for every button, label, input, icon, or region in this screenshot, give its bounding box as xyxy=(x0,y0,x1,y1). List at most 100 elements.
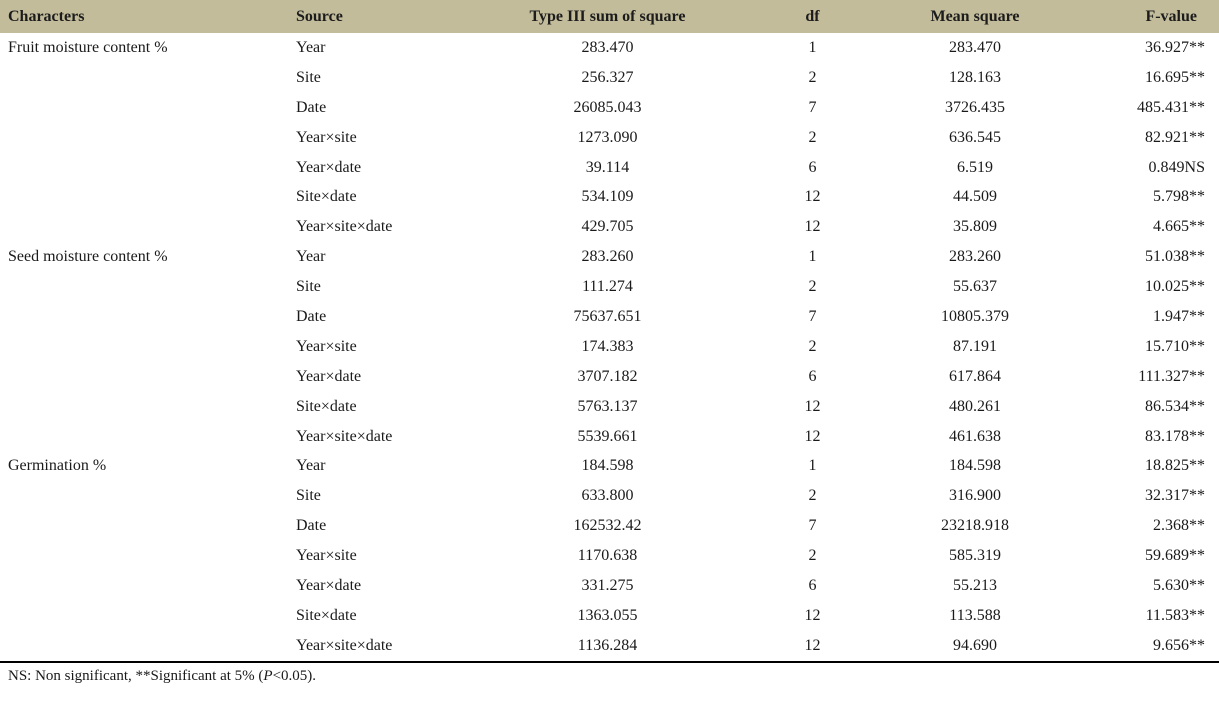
character-cell: Seed moisture content % xyxy=(8,248,168,266)
column-header-df: df xyxy=(760,0,865,33)
mean-square-cell: 585.319 xyxy=(949,547,1001,565)
source-cell: Date xyxy=(296,517,327,535)
sum-of-squares-cell: 534.109 xyxy=(581,188,634,206)
mean-square-cell: 87.191 xyxy=(953,337,997,355)
df-cell: 6 xyxy=(808,367,817,385)
sum-of-squares-cell: 5539.661 xyxy=(577,427,638,445)
f-value-cell: 59.689** xyxy=(1145,547,1205,565)
table-body: Fruit moisture content % Year 283.470 1 283.… xyxy=(0,33,1219,661)
mean-square-cell: 94.690 xyxy=(953,636,997,654)
table-row: Year×site 174.383 2 87.191 15.710** xyxy=(0,332,1219,362)
f-value-cell: 0.849NS xyxy=(1148,158,1205,176)
f-value-cell: 32.317** xyxy=(1145,487,1205,505)
footnote-p-symbol: P xyxy=(263,667,273,684)
table-row: Year×date 39.114 6 6.519 0.849NS xyxy=(0,153,1219,183)
df-cell: 1 xyxy=(808,457,817,475)
mean-square-cell: 184.598 xyxy=(949,457,1001,475)
table-row: Site 256.327 2 128.163 16.695** xyxy=(0,63,1219,93)
sum-of-squares-cell: 633.800 xyxy=(581,487,634,505)
table-row: Date 162532.42 7 23218.918 2.368** xyxy=(0,511,1219,541)
sum-of-squares-cell: 39.114 xyxy=(585,158,630,176)
source-cell: Year×date xyxy=(296,158,362,176)
source-cell: Year×date xyxy=(296,367,362,385)
sum-of-squares-cell: 174.383 xyxy=(581,337,634,355)
sum-of-squares-cell: 283.260 xyxy=(581,248,634,266)
f-value-cell: 5.630** xyxy=(1153,576,1205,594)
source-cell: Year xyxy=(296,38,326,56)
f-value-cell: 36.927** xyxy=(1145,38,1205,56)
f-value-cell: 2.368** xyxy=(1153,517,1205,535)
f-value-cell: 111.327** xyxy=(1138,367,1205,385)
mean-square-cell: 461.638 xyxy=(949,427,1001,445)
df-cell: 2 xyxy=(808,278,817,296)
source-cell: Year xyxy=(296,457,326,475)
source-cell: Date xyxy=(296,307,327,325)
table-header: Characters Source Type III sum of square… xyxy=(0,0,1219,33)
sum-of-squares-cell: 429.705 xyxy=(581,218,634,236)
f-value-cell: 1.947** xyxy=(1153,307,1205,325)
column-header-source: Source xyxy=(290,0,455,33)
sum-of-squares-cell: 5763.137 xyxy=(577,397,638,415)
f-value-cell: 5.798** xyxy=(1153,188,1205,206)
source-cell: Site×date xyxy=(296,188,357,206)
table-row: Year×site×date 5539.661 12 461.638 83.178** xyxy=(0,422,1219,452)
df-cell: 6 xyxy=(808,158,817,176)
df-cell: 1 xyxy=(808,38,817,56)
mean-square-cell: 128.163 xyxy=(949,68,1001,86)
df-cell: 2 xyxy=(808,487,817,505)
f-value-cell: 485.431** xyxy=(1137,98,1205,116)
mean-square-cell: 6.519 xyxy=(957,158,993,176)
df-cell: 1 xyxy=(808,248,817,266)
sum-of-squares-cell: 1273.090 xyxy=(577,128,638,146)
table-row: Year×date 3707.182 6 617.864 111.327** xyxy=(0,362,1219,392)
footnote-text-suffix: <0.05). xyxy=(272,667,317,684)
df-cell: 2 xyxy=(808,128,817,146)
mean-square-cell: 55.213 xyxy=(953,576,997,594)
sum-of-squares-cell: 331.275 xyxy=(581,576,634,594)
table-row: Year×date 331.275 6 55.213 5.630** xyxy=(0,571,1219,601)
table-row: Seed moisture content % Year 283.260 1 283.2… xyxy=(0,242,1219,272)
f-value-cell: 10.025** xyxy=(1145,278,1205,296)
table-row: Year×site 1273.090 2 636.545 82.921** xyxy=(0,123,1219,153)
table-row: Fruit moisture content % Year 283.470 1 283.… xyxy=(0,33,1219,63)
mean-square-cell: 636.545 xyxy=(949,128,1001,146)
source-cell: Site×date xyxy=(296,397,357,415)
mean-square-cell: 283.260 xyxy=(949,248,1001,266)
table-row: Date 26085.043 7 3726.435 485.431** xyxy=(0,93,1219,123)
footnote-text-prefix: NS: Non significant, **Significant at 5%… xyxy=(8,667,264,684)
table-row: Site 111.274 2 55.637 10.025** xyxy=(0,272,1219,302)
sum-of-squares-cell: 184.598 xyxy=(581,457,634,475)
f-value-cell: 51.038** xyxy=(1145,248,1205,266)
sum-of-squares-cell: 75637.651 xyxy=(573,307,642,325)
sum-of-squares-cell: 1170.638 xyxy=(577,547,638,565)
mean-square-cell: 3726.435 xyxy=(945,98,1005,116)
f-value-cell: 9.656** xyxy=(1153,636,1205,654)
column-header-mean-square: Mean square xyxy=(865,0,1085,33)
f-value-cell: 16.695** xyxy=(1145,68,1205,86)
mean-square-cell: 283.470 xyxy=(949,38,1001,56)
source-cell: Year×site xyxy=(296,128,357,146)
character-cell: Germination % xyxy=(8,457,107,475)
source-cell: Year xyxy=(296,248,326,266)
table-row: Year×site×date 1136.284 12 94.690 9.656** xyxy=(0,631,1219,661)
source-cell: Site xyxy=(296,487,321,505)
source-cell: Date xyxy=(296,98,327,116)
df-cell: 6 xyxy=(808,576,817,594)
table-row: Site×date 534.109 12 44.509 5.798** xyxy=(0,182,1219,212)
mean-square-cell: 44.509 xyxy=(953,188,997,206)
f-value-cell: 83.178** xyxy=(1145,427,1205,445)
sum-of-squares-cell: 26085.043 xyxy=(573,98,642,116)
column-header-f-value: F-value xyxy=(1085,0,1219,33)
df-cell: 2 xyxy=(808,547,817,565)
df-cell: 12 xyxy=(804,218,821,236)
df-cell: 12 xyxy=(804,188,821,206)
header-row: Characters Source Type III sum of square… xyxy=(0,0,1219,33)
source-cell: Year×site×date xyxy=(296,427,393,445)
source-cell: Year×site×date xyxy=(296,636,393,654)
mean-square-cell: 316.900 xyxy=(949,487,1001,505)
source-cell: Year×site xyxy=(296,547,357,565)
mean-square-cell: 35.809 xyxy=(953,218,997,236)
sum-of-squares-cell: 3707.182 xyxy=(577,367,638,385)
table-row: Germination % Year 184.598 1 184.598 18.825** xyxy=(0,451,1219,481)
f-value-cell: 15.710** xyxy=(1145,337,1205,355)
